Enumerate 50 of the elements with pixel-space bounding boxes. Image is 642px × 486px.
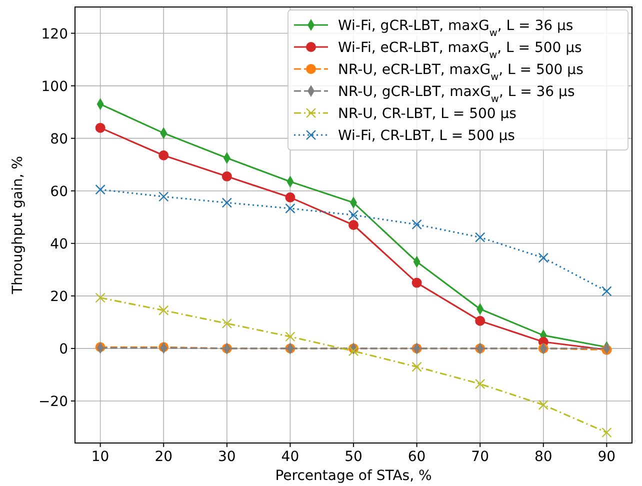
point	[538, 252, 548, 263]
point	[285, 203, 296, 214]
x-axis-title: Percentage of STAs, %	[275, 468, 432, 484]
x-tick-label: 10	[91, 449, 110, 465]
point	[158, 192, 169, 202]
point	[222, 198, 232, 208]
point	[348, 210, 359, 220]
x-tick-label: 50	[344, 449, 362, 465]
point	[602, 427, 612, 438]
point	[285, 332, 296, 342]
point	[95, 184, 106, 195]
legend-label: Wi-Fi, CR-LBT, L = 500 μs	[338, 128, 515, 144]
x-tick-label: 70	[471, 449, 490, 465]
x-tick-label: 90	[598, 449, 616, 465]
legend-label: Wi-Fi, gCR-LBT, maxG$_{w}$, L = 36 μs	[338, 18, 574, 38]
point	[348, 346, 359, 356]
point	[412, 219, 422, 230]
x-tick-label: 60	[408, 449, 426, 465]
point	[158, 150, 169, 160]
point	[95, 122, 106, 133]
point	[412, 278, 422, 288]
point	[95, 292, 106, 303]
point	[474, 378, 486, 390]
y-tick-label: 40	[50, 236, 68, 252]
point	[222, 171, 232, 182]
y-tick-label: 120	[41, 26, 68, 42]
point	[158, 305, 169, 316]
legend-label: Wi-Fi, eCR-LBT, maxG$_{w}$, L = 500 μs	[338, 40, 582, 60]
point	[475, 316, 486, 326]
point	[602, 286, 612, 296]
y-tick-label: 0	[59, 341, 68, 358]
point	[474, 232, 486, 242]
legend-label: NR-U, gCR-LBT, maxG$_{w}$, L = 36 μs	[338, 84, 575, 104]
y-tick-label: 80	[50, 131, 68, 148]
y-tick-label: 60	[50, 184, 68, 200]
x-tick-label: 40	[281, 449, 300, 465]
y-tick-label: 100	[41, 78, 68, 95]
legend-label: NR-U, eCR-LBT, maxG$_{w}$, L = 500 μs	[338, 62, 584, 82]
point	[538, 400, 548, 410]
point	[348, 220, 358, 230]
point	[222, 318, 232, 329]
y-tick-label: −20	[38, 394, 68, 410]
y-axis-title: Throughput gain, %	[10, 156, 26, 296]
x-tick-label: 30	[218, 449, 236, 465]
point	[412, 362, 422, 372]
point	[285, 192, 296, 202]
x-tick-label: 20	[154, 449, 173, 465]
legend-label: NR-U, CR-LBT, L = 500 μs	[338, 106, 516, 122]
x-tick-label: 80	[534, 449, 552, 465]
y-tick-label: 20	[50, 288, 68, 305]
